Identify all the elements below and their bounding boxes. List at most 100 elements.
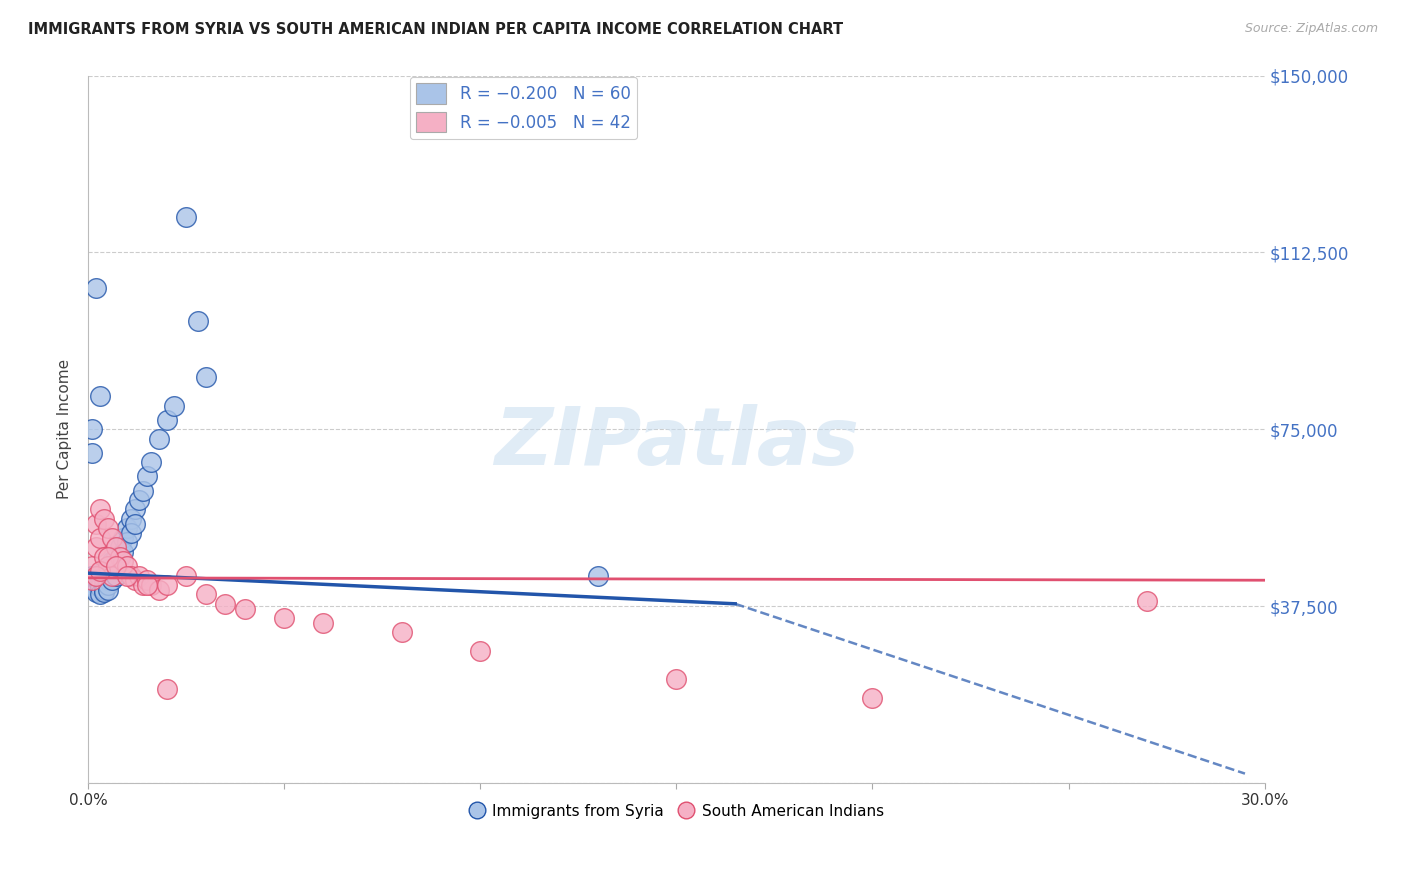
Point xyxy=(89,580,111,594)
Point xyxy=(120,512,142,526)
Point xyxy=(93,512,115,526)
Point xyxy=(100,568,122,582)
Point xyxy=(233,601,256,615)
Point xyxy=(136,469,159,483)
Point xyxy=(93,578,115,592)
Point xyxy=(89,587,111,601)
Point xyxy=(120,568,142,582)
Point xyxy=(89,531,111,545)
Point xyxy=(187,314,209,328)
Point xyxy=(80,573,103,587)
Point xyxy=(132,578,155,592)
Point xyxy=(93,573,115,587)
Point xyxy=(80,446,103,460)
Point xyxy=(312,615,335,630)
Point xyxy=(117,521,139,535)
Point xyxy=(84,575,107,590)
Point xyxy=(100,531,122,545)
Point xyxy=(1136,594,1159,608)
Point xyxy=(104,559,127,574)
Point xyxy=(108,549,131,564)
Point xyxy=(89,573,111,587)
Point xyxy=(93,549,115,564)
Point xyxy=(89,575,111,590)
Point xyxy=(124,516,146,531)
Point xyxy=(84,516,107,531)
Point xyxy=(97,582,120,597)
Point xyxy=(89,578,111,592)
Point xyxy=(136,578,159,592)
Point xyxy=(100,559,122,574)
Point xyxy=(80,422,103,436)
Point xyxy=(120,526,142,541)
Point xyxy=(104,540,127,554)
Point xyxy=(97,559,120,574)
Point xyxy=(100,573,122,587)
Point xyxy=(586,568,609,582)
Point xyxy=(89,566,111,581)
Point xyxy=(80,578,103,592)
Point xyxy=(112,545,135,559)
Point xyxy=(84,573,107,587)
Point xyxy=(84,585,107,599)
Point xyxy=(97,573,120,587)
Point xyxy=(128,568,150,582)
Point xyxy=(273,611,295,625)
Point xyxy=(93,568,115,582)
Point xyxy=(80,568,103,582)
Point xyxy=(194,370,217,384)
Point xyxy=(89,389,111,403)
Point xyxy=(97,578,120,592)
Point xyxy=(80,573,103,587)
Point xyxy=(84,540,107,554)
Text: IMMIGRANTS FROM SYRIA VS SOUTH AMERICAN INDIAN PER CAPITA INCOME CORRELATION CHA: IMMIGRANTS FROM SYRIA VS SOUTH AMERICAN … xyxy=(28,22,844,37)
Point xyxy=(124,573,146,587)
Point xyxy=(104,568,127,582)
Legend: Immigrants from Syria, South American Indians: Immigrants from Syria, South American In… xyxy=(463,797,890,825)
Point xyxy=(862,691,884,706)
Point xyxy=(136,573,159,587)
Point xyxy=(174,210,197,224)
Point xyxy=(117,559,139,574)
Point xyxy=(391,625,413,640)
Point xyxy=(174,568,197,582)
Point xyxy=(84,582,107,597)
Point xyxy=(84,578,107,592)
Point xyxy=(139,578,162,592)
Point xyxy=(104,559,127,574)
Point xyxy=(112,531,135,545)
Point xyxy=(108,540,131,554)
Point xyxy=(89,502,111,516)
Point xyxy=(117,568,139,582)
Point xyxy=(97,521,120,535)
Point xyxy=(97,559,120,574)
Point xyxy=(93,564,115,578)
Point xyxy=(163,399,186,413)
Point xyxy=(80,559,103,574)
Point xyxy=(100,554,122,568)
Point xyxy=(84,568,107,582)
Point xyxy=(124,502,146,516)
Point xyxy=(155,578,177,592)
Text: ZIPatlas: ZIPatlas xyxy=(494,404,859,483)
Point xyxy=(194,587,217,601)
Point xyxy=(665,673,688,687)
Y-axis label: Per Capita Income: Per Capita Income xyxy=(58,359,72,500)
Point xyxy=(148,432,170,446)
Point xyxy=(89,564,111,578)
Point xyxy=(139,455,162,469)
Point xyxy=(97,568,120,582)
Point xyxy=(155,681,177,696)
Point xyxy=(155,413,177,427)
Point xyxy=(93,582,115,597)
Point xyxy=(97,549,120,564)
Point xyxy=(104,549,127,564)
Point xyxy=(470,644,492,658)
Point xyxy=(214,597,236,611)
Point xyxy=(128,493,150,508)
Point xyxy=(100,564,122,578)
Point xyxy=(84,571,107,585)
Point xyxy=(93,585,115,599)
Point xyxy=(117,535,139,549)
Point xyxy=(132,483,155,498)
